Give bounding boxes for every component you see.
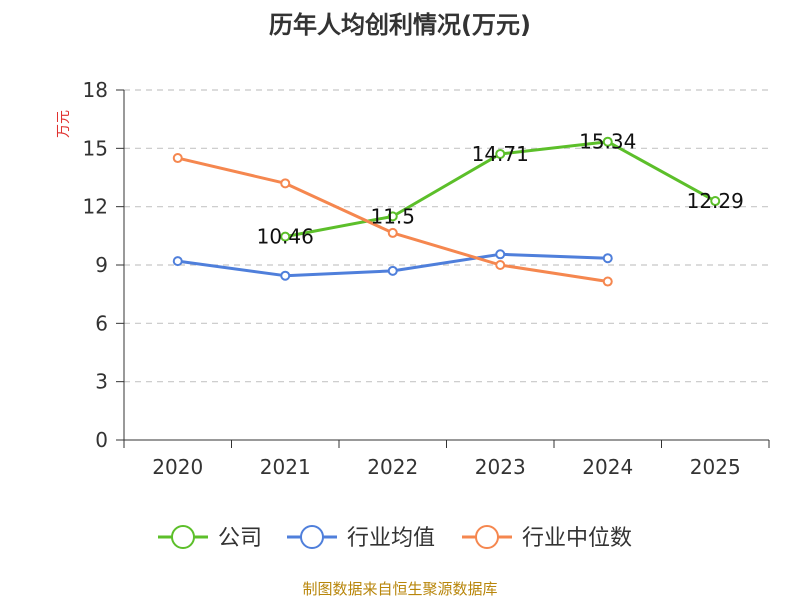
data-point <box>172 153 183 164</box>
x-tick-label: 2020 <box>152 455 203 479</box>
y-tick-label: 0 <box>95 428 108 452</box>
x-tick-label: 2022 <box>367 455 418 479</box>
data-point <box>387 227 398 238</box>
data-label: 11.5 <box>370 204 415 228</box>
data-point <box>172 256 183 267</box>
data-point <box>602 136 613 147</box>
data-point <box>280 270 291 281</box>
legend-item-0[interactable]: 公司 <box>158 525 262 551</box>
data-point <box>387 211 398 222</box>
data-label: 15.34 <box>579 130 636 154</box>
y-tick-label: 12 <box>83 195 108 219</box>
source-note: 制图数据来自恒生聚源数据库 <box>302 580 497 598</box>
legend-label: 公司 <box>218 526 262 551</box>
chart-title: 历年人均创利情况(万元) <box>269 11 531 39</box>
data-labels: 10.46 11.5 14.71 15.34 12.29 <box>257 130 744 249</box>
y-tick-label: 18 <box>83 78 108 102</box>
y-tick-label: 9 <box>95 253 108 277</box>
legend-label: 行业均值 <box>347 526 435 551</box>
data-point <box>495 260 506 270</box>
series-1 <box>172 249 613 281</box>
data-point <box>280 178 291 189</box>
data-label: 10.46 <box>257 225 314 249</box>
data-point <box>495 249 506 260</box>
grid <box>124 89 769 383</box>
data-point <box>602 276 613 287</box>
series-0 <box>280 136 721 242</box>
data-point <box>495 148 506 159</box>
data-label: 14.71 <box>472 142 529 166</box>
legend-swatch-marker <box>300 525 324 549</box>
y-tick-label: 3 <box>95 370 108 394</box>
x-tick-label: 2025 <box>690 455 741 479</box>
data-point <box>280 231 291 242</box>
y-tick-label: 15 <box>83 136 108 160</box>
series-2 <box>172 153 613 287</box>
legend-swatch-marker <box>475 525 499 549</box>
x-tick-label: 2024 <box>582 455 633 479</box>
y-tick-label: 6 <box>95 311 108 335</box>
data-point <box>387 265 398 276</box>
legend: 公司 行业均值 行业中位数 <box>158 525 632 551</box>
legend-item-2[interactable]: 行业中位数 <box>462 525 632 551</box>
x-tick-label: 2021 <box>260 455 311 479</box>
legend-item-1[interactable]: 行业均值 <box>287 525 435 551</box>
legend-label: 行业中位数 <box>522 526 632 551</box>
series <box>172 136 721 287</box>
data-label: 12.29 <box>687 189 744 213</box>
y-axis-label: 万元 <box>56 110 72 138</box>
data-point <box>710 196 721 207</box>
data-point <box>602 253 613 264</box>
x-tick-label: 2023 <box>475 455 526 479</box>
legend-swatch-marker <box>171 525 195 549</box>
axes: 0 3 6 9 12 15 18 2020 2021 2022 2023 2024 2025 <box>83 78 770 479</box>
